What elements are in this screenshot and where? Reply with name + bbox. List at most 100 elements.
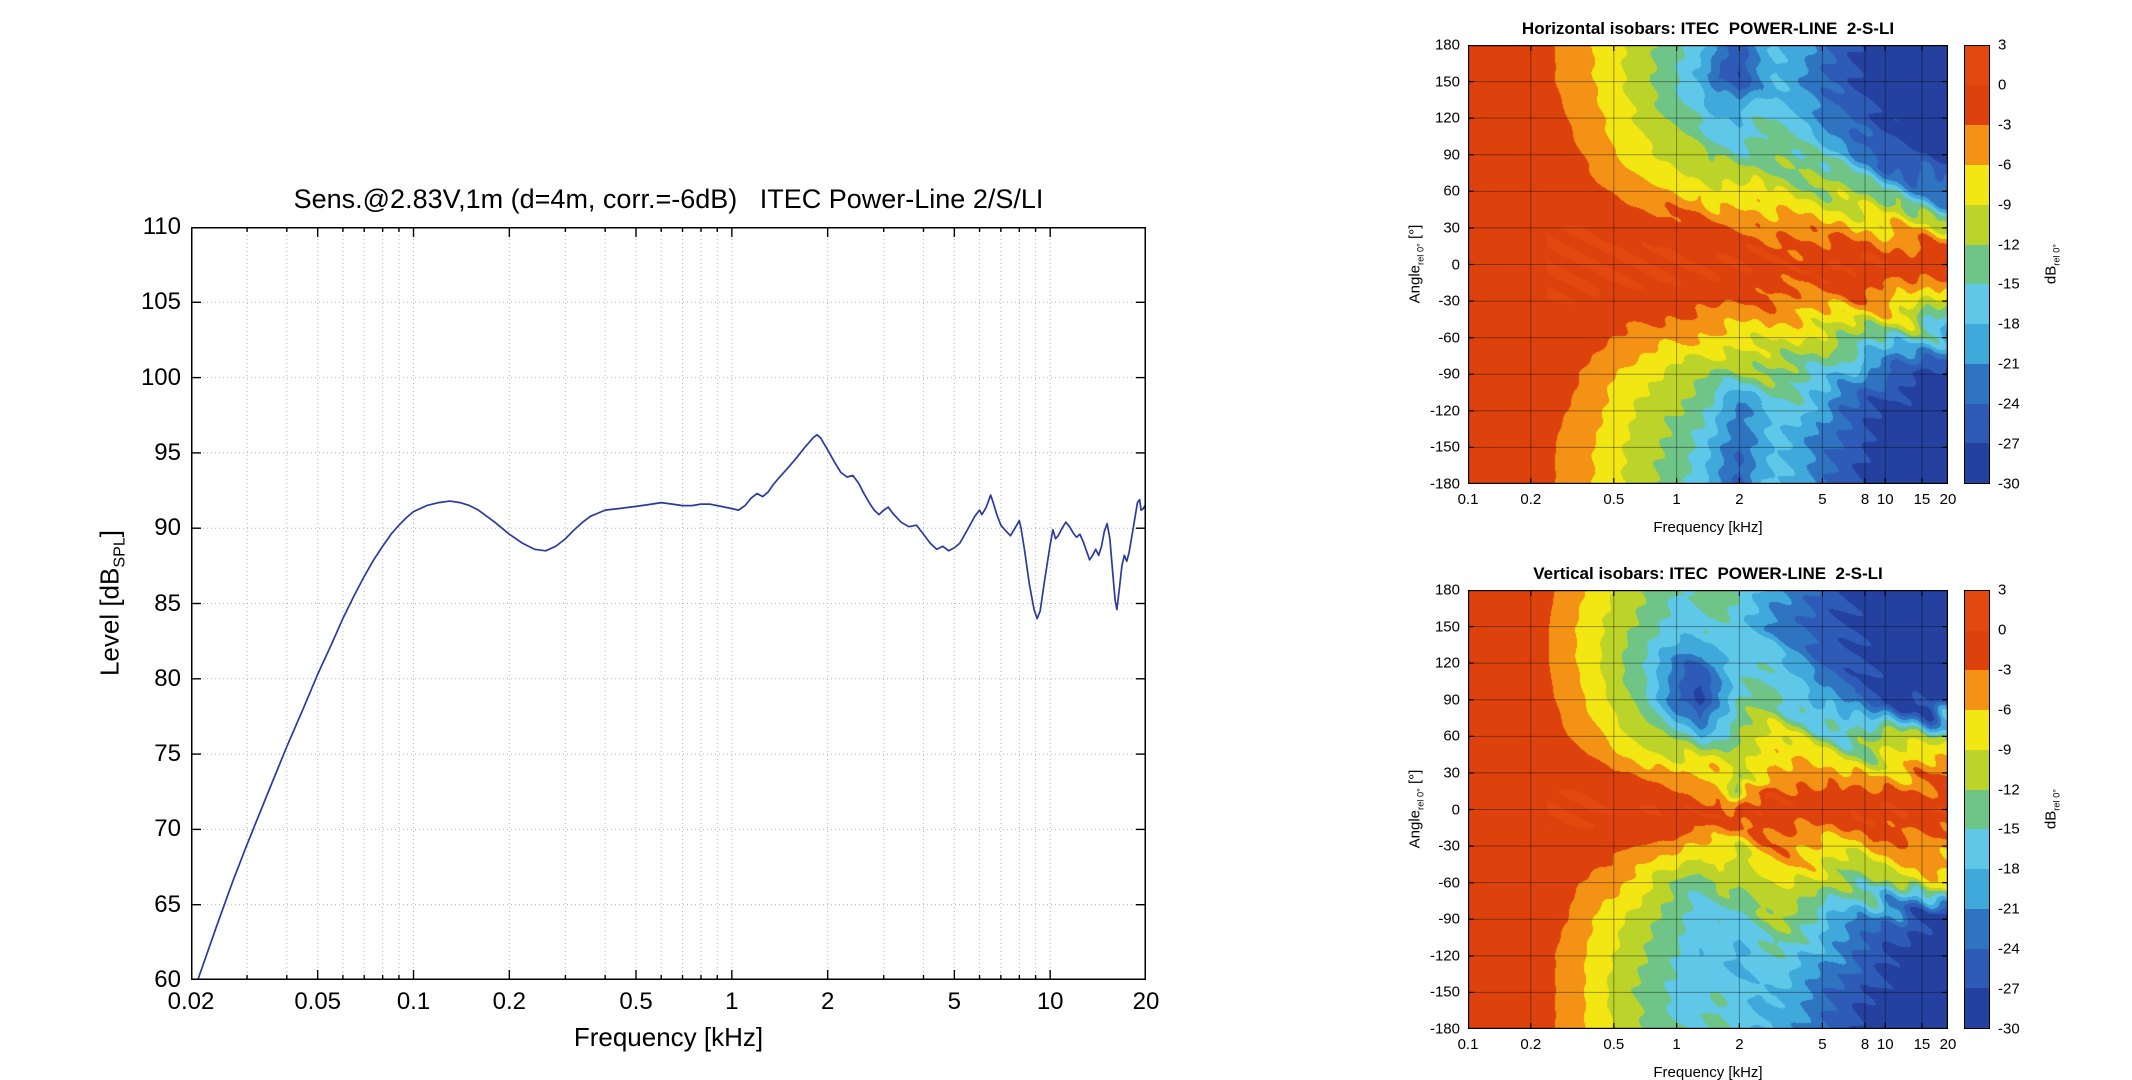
x-tick-label: 1	[725, 988, 739, 1015]
vertical-isobars-heatmap	[1468, 590, 1948, 1029]
y-tick-label: 60	[1443, 727, 1460, 745]
colorbar-tick-label: -3	[1998, 116, 2012, 134]
colorbar-tick-label: -9	[1998, 741, 2012, 759]
x-tick-label: 0.1	[1457, 1036, 1479, 1053]
colorbar-tick-label: -6	[1998, 156, 2012, 174]
y-tick-label: 60	[154, 966, 181, 993]
y-tick-label: 30	[1443, 764, 1460, 782]
x-tick-label: 20	[1132, 988, 1160, 1015]
colorbar-label-sub: rel 0°	[2051, 788, 2062, 811]
x-tick-label: 2	[1735, 1036, 1744, 1053]
vertical-isobars-grid-overlay	[1468, 590, 1948, 1029]
colorbar-tick-label: -12	[1998, 236, 2020, 254]
colorbar-band	[1965, 591, 1989, 631]
y-tick-label: 90	[154, 514, 181, 542]
x-tick-label: 5	[947, 988, 962, 1015]
y-tick-label: 150	[1434, 73, 1460, 91]
colorbar-band	[1965, 125, 1989, 166]
x-tick-label: 0.5	[1603, 491, 1625, 508]
y-tick-label: -90	[1438, 365, 1460, 383]
x-tick-label: 0.5	[619, 988, 653, 1015]
colorbar-label-text: dB	[2042, 810, 2060, 830]
y-tick-label: 110	[142, 213, 181, 240]
colorbar-band	[1965, 630, 1989, 671]
x-tick-label: 0.02	[167, 988, 215, 1015]
x-tick-label: 10	[1876, 491, 1894, 508]
y-tick-label: 80	[154, 664, 181, 692]
sensitivity-x-axis-label: Frequency [kHz]	[573, 1022, 764, 1052]
y-tick-label: -120	[1429, 947, 1460, 965]
horizontal-isobars-colorbar	[1964, 45, 1990, 484]
colorbar-band	[1965, 324, 1989, 364]
colorbar-tick-label: -21	[1998, 900, 2020, 918]
colorbar-tick-label: 3	[1998, 36, 2007, 54]
y-tick-label: -180	[1429, 475, 1460, 493]
y-tick-label: -150	[1429, 438, 1460, 456]
x-tick-label: 15	[1913, 491, 1931, 508]
colorbar-tick-label: 0	[1998, 76, 2007, 94]
colorbar-tick-label: 3	[1998, 581, 2007, 599]
vertical-isobars-colorbar	[1964, 590, 1990, 1029]
y-tick-label: -180	[1429, 1020, 1460, 1038]
sensitivity-plot-area	[191, 227, 1146, 980]
y-tick-label: 0	[1451, 801, 1460, 818]
y-tick-label: 85	[154, 589, 181, 617]
horizontal-isobars-grid-overlay	[1468, 45, 1948, 484]
colorbar-band	[1965, 85, 1989, 126]
colorbar-tick-label: -27	[1998, 980, 2020, 998]
colorbar-tick-label: -18	[1998, 315, 2020, 333]
y-tick-label: -60	[1438, 874, 1460, 892]
y-tick-label: -60	[1438, 329, 1460, 347]
x-tick-label: 0.1	[1457, 491, 1479, 508]
colorbar-band	[1965, 403, 1989, 444]
y-tick-label: 30	[1443, 219, 1460, 237]
colorbar-band	[1965, 948, 1989, 989]
sensitivity-chart-title: Sens.@2.83V,1m (d=4m, corr.=-6dB) ITEC P…	[293, 184, 1044, 214]
x-tick-label: 0.5	[1603, 1036, 1625, 1053]
y-tick-label: 100	[140, 363, 181, 391]
colorbar-tick-label: -27	[1998, 435, 2020, 453]
colorbar-tick-label: -15	[1998, 275, 2020, 293]
y-tick-label: -90	[1438, 910, 1460, 928]
vertical-isobars-title: Vertical isobars: ITEC POWER-LINE 2-S-LI	[1533, 564, 1883, 583]
vertical-isobars-x-axis-label: Frequency [kHz]	[1653, 1064, 1763, 1080]
y-tick-label: 120	[1434, 654, 1460, 672]
x-tick-label: 8	[1860, 491, 1870, 508]
colorbar-label-sub: rel 0°	[2051, 243, 2062, 266]
horizontal-isobars-title: Horizontal isobars: ITEC POWER-LINE 2-S-…	[1521, 19, 1895, 38]
colorbar-band	[1965, 908, 1989, 949]
colorbar-band	[1965, 829, 1989, 870]
y-tick-label: 120	[1434, 109, 1460, 127]
colorbar-band	[1965, 165, 1989, 205]
x-tick-label: 0.05	[294, 988, 342, 1015]
horizontal-isobars-heatmap	[1468, 45, 1948, 484]
colorbar-tick-label: -3	[1998, 661, 2012, 679]
x-tick-label: 5	[1818, 491, 1827, 508]
colorbar-band	[1965, 244, 1989, 285]
colorbar-tick-label: -9	[1998, 196, 2012, 214]
colorbar-band	[1965, 749, 1989, 790]
colorbar-band	[1965, 670, 1989, 711]
y-tick-label: 0	[1451, 256, 1460, 273]
colorbar-band	[1965, 443, 1989, 484]
x-tick-label: 10	[1036, 988, 1064, 1015]
colorbar-band	[1965, 204, 1989, 245]
colorbar-band	[1965, 789, 1989, 830]
x-tick-label: 8	[1860, 1036, 1870, 1053]
x-tick-label: 0.1	[396, 988, 431, 1015]
x-tick-label: 0.2	[1520, 1036, 1542, 1053]
y-tick-label: -30	[1438, 292, 1460, 310]
colorbar-tick-label: -18	[1998, 860, 2020, 878]
colorbar-band	[1965, 46, 1989, 86]
x-tick-label: 2	[820, 988, 835, 1015]
y-tick-label: 150	[1434, 618, 1460, 636]
colorbar-tick-label: -30	[1998, 1020, 2020, 1038]
y-tick-label: 180	[1434, 581, 1460, 599]
x-tick-label: 2	[1735, 491, 1744, 508]
colorbar-band	[1965, 869, 1989, 909]
y-tick-label: 105	[140, 288, 181, 316]
colorbar-band	[1965, 363, 1989, 404]
y-tick-label: 180	[1434, 36, 1460, 54]
colorbar-tick-label: 0	[1998, 621, 2007, 639]
